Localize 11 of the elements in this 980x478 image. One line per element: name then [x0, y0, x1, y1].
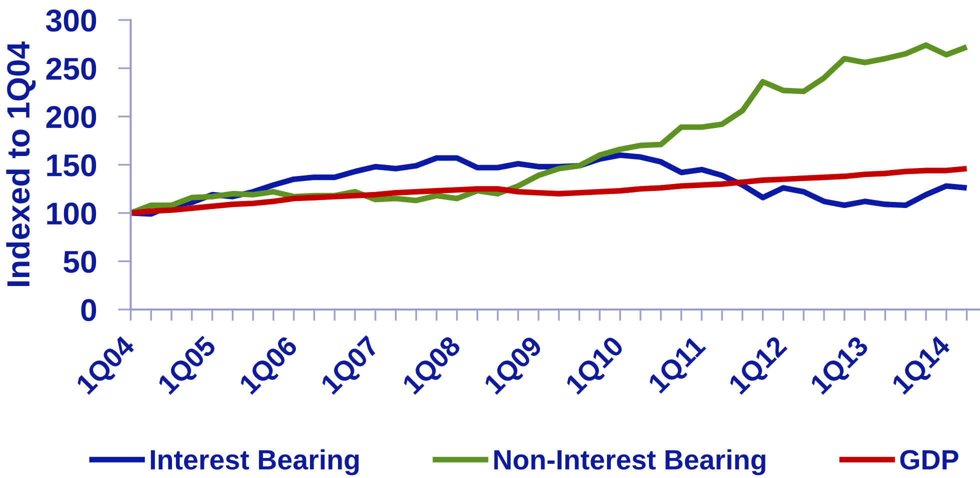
y-tick-label: 100	[47, 202, 96, 225]
legend-label: Interest Bearing	[150, 449, 359, 476]
y-axis-title: Indexed to 1Q04	[6, 42, 36, 286]
y-tick-label: 0	[81, 299, 96, 322]
legend-label: GDP	[900, 450, 958, 470]
y-tick-label: 50	[64, 250, 96, 273]
y-tick-label: 300	[46, 10, 96, 32]
y-tick-label: 200	[46, 106, 96, 128]
y-tick-label: 150	[47, 154, 96, 176]
y-tick-label: 250	[46, 58, 96, 80]
legend-label: Non-Interest Bearing	[494, 449, 766, 476]
